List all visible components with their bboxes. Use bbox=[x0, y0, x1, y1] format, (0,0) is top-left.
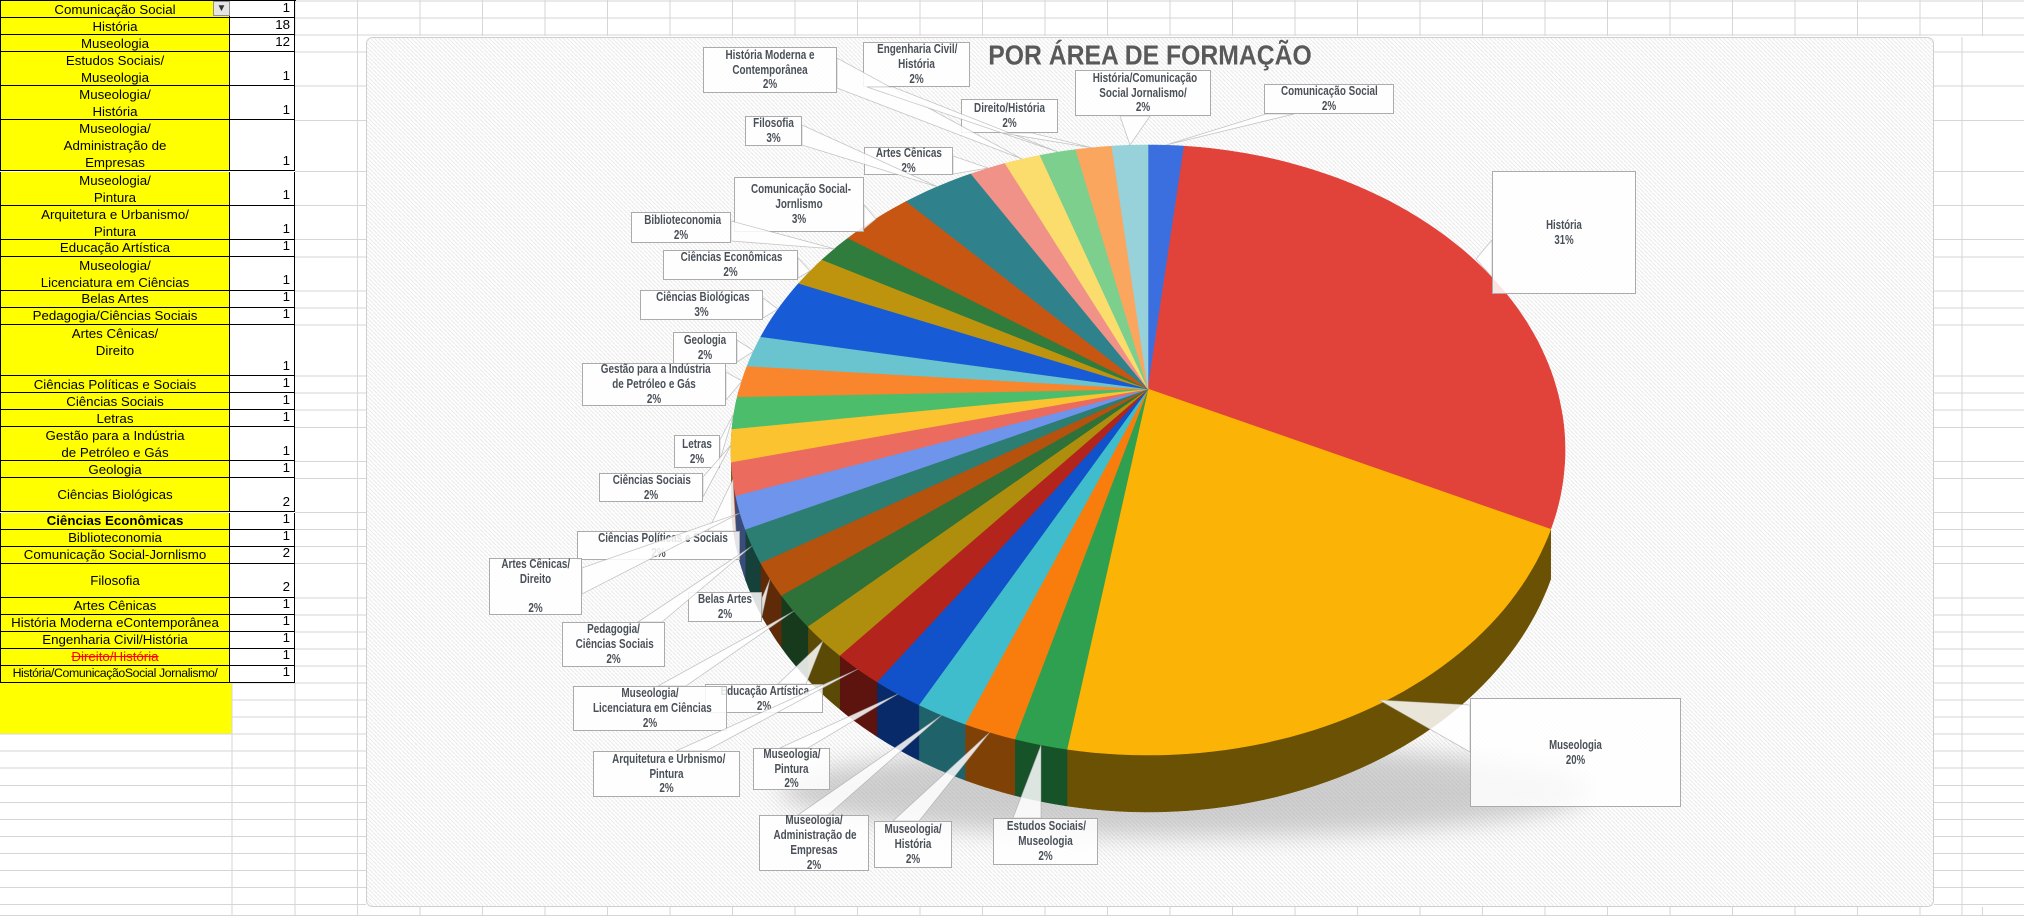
svg-text:POR ÁREA DE FORMAÇÃO: POR ÁREA DE FORMAÇÃO bbox=[988, 39, 1312, 71]
